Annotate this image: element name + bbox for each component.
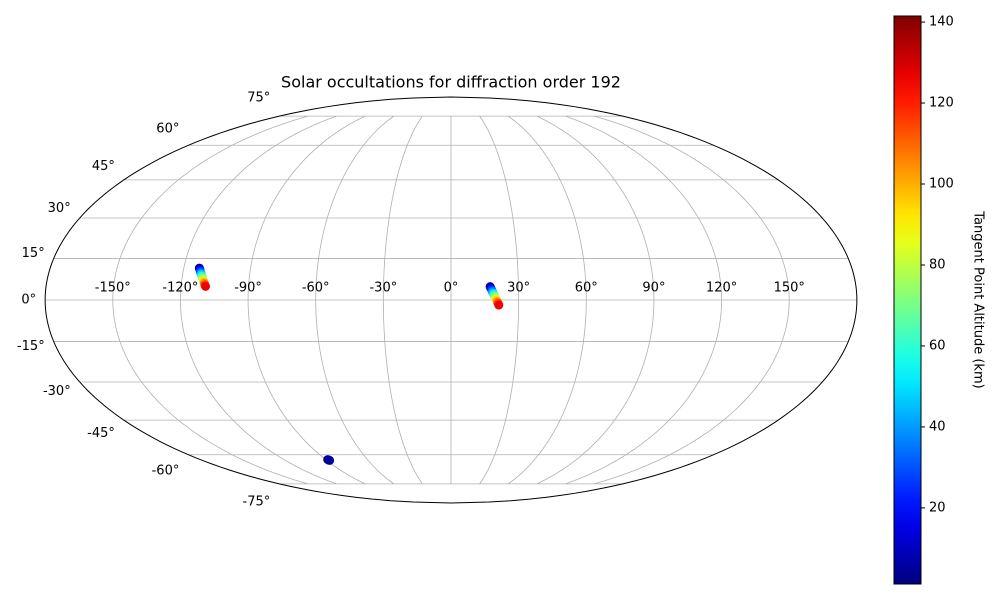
- grid-line: [536, 115, 655, 485]
- x-tick-label: -120°: [162, 281, 198, 296]
- data-point: [494, 300, 504, 310]
- grid-line: [247, 115, 366, 485]
- y-tick-label: 45°: [92, 159, 115, 174]
- data-point: [325, 455, 335, 465]
- y-tick-label: 30°: [48, 201, 71, 216]
- y-tick-label: 0°: [21, 293, 36, 308]
- x-tick-label: -30°: [369, 281, 397, 296]
- x-tick-label: 150°: [774, 281, 805, 296]
- chart-title: Solar occultations for diffraction order…: [281, 73, 621, 92]
- colorbar-tick-label: 80: [929, 257, 946, 272]
- x-tick-label: 60°: [575, 281, 598, 296]
- colorbar-tick-label: 20: [929, 500, 946, 515]
- y-tick-label: 75°: [247, 90, 270, 105]
- x-tick-label: 120°: [706, 281, 737, 296]
- grid-line: [594, 115, 790, 485]
- y-tick-label: -15°: [17, 339, 45, 354]
- grid-line: [180, 115, 337, 485]
- y-tick-label: -45°: [87, 426, 115, 441]
- map-outline: [44, 96, 858, 504]
- x-tick-label: 0°: [444, 281, 459, 296]
- grid-line: [382, 115, 423, 485]
- colorbar-tick-label: 40: [929, 419, 946, 434]
- x-tick-label: -60°: [302, 281, 330, 296]
- y-tick-label: -30°: [43, 384, 71, 399]
- colorbar-tick-label: 60: [929, 338, 946, 353]
- y-tick-label: 60°: [156, 121, 179, 136]
- grid-line: [479, 115, 520, 485]
- colorbar-tick-label: 120: [929, 96, 954, 111]
- colorbar-tick-label: 100: [929, 177, 954, 192]
- y-tick-label: -75°: [243, 495, 271, 510]
- colorbar: [893, 15, 922, 585]
- y-tick-label: -60°: [152, 464, 180, 479]
- grid-line: [315, 115, 394, 485]
- x-tick-label: 90°: [642, 281, 665, 296]
- x-tick-label: -150°: [95, 281, 131, 296]
- x-tick-label: 30°: [507, 281, 530, 296]
- x-tick-label: -90°: [234, 281, 262, 296]
- grid-line: [565, 115, 722, 485]
- colorbar-label: Tangent Point Altitude (km): [971, 210, 986, 388]
- colorbar-tick-label: 140: [929, 15, 954, 30]
- grid-line: [112, 115, 308, 485]
- grid-line: [508, 115, 587, 485]
- data-point: [201, 281, 211, 291]
- y-tick-label: 15°: [22, 246, 45, 261]
